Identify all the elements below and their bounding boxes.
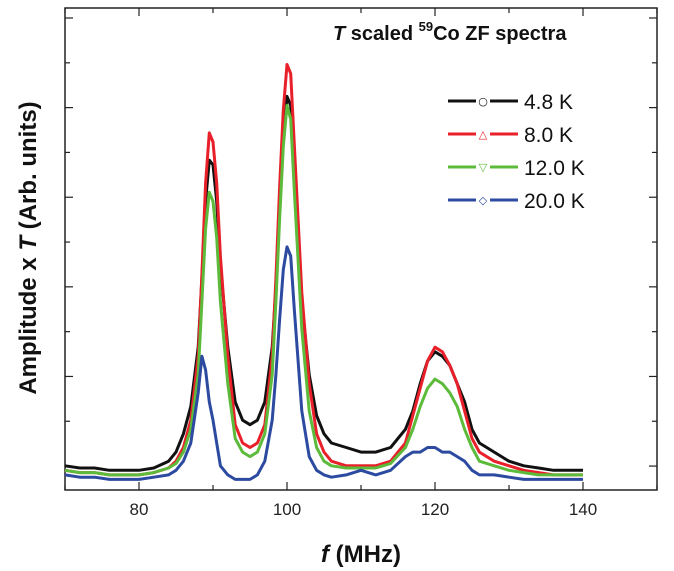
legend-label: 12.0 K	[524, 157, 585, 180]
series-line-1	[64, 94, 583, 472]
legend-label: 20.0 K	[524, 190, 585, 213]
x-tick-label: 140	[569, 500, 597, 519]
x-axis-title-rest: (MHz)	[329, 541, 401, 568]
legend-item: ▽ 12.0 K	[448, 157, 585, 180]
y-axis-title-italic: T	[15, 234, 42, 251]
x-tick-label: 80	[130, 500, 149, 519]
x-tick-labels: 80 100 120 140	[130, 500, 598, 519]
chart-title-post-sup: Co ZF spectra	[433, 23, 567, 45]
legend-marker-icon: ◇	[479, 194, 488, 207]
y-axis-title-post: (Arb. units)	[15, 101, 42, 236]
legend: ○ 4.8 K △ 8.0 K ▽ 12.0 K ◇ 20.0 K	[448, 91, 585, 213]
plot-frame	[64, 7, 658, 491]
legend-label: 4.8 K	[524, 91, 573, 114]
series-line-3	[64, 104, 583, 477]
legend-label: 8.0 K	[524, 124, 573, 147]
series-lines	[64, 63, 583, 481]
series-line-4	[64, 245, 583, 481]
chart-title: T scaled 59Co ZF spectra	[333, 19, 567, 45]
legend-marker-icon: △	[479, 128, 488, 141]
y-axis-title-pre: Amplitude x	[15, 251, 42, 395]
x-tick-label: 120	[421, 500, 449, 519]
legend-item: ○ 4.8 K	[448, 91, 573, 114]
chart-title-sup: 59	[419, 19, 433, 34]
y-axis-title: Amplitude x T (Arb. units)	[15, 101, 42, 394]
x-tick-label: 100	[273, 500, 301, 519]
x-axis-title-italic: f	[321, 541, 331, 568]
legend-item: ◇ 20.0 K	[448, 190, 585, 213]
x-axis-title: f (MHz)	[321, 541, 401, 568]
legend-item: △ 8.0 K	[448, 124, 573, 147]
legend-marker-icon: ○	[478, 95, 488, 108]
series-line-2	[64, 63, 583, 477]
chart-title-pre-sup: scaled	[345, 23, 418, 45]
axis-ticks	[64, 8, 658, 490]
legend-marker-icon: ▽	[479, 161, 488, 174]
chart-title-italic: T	[333, 23, 347, 45]
